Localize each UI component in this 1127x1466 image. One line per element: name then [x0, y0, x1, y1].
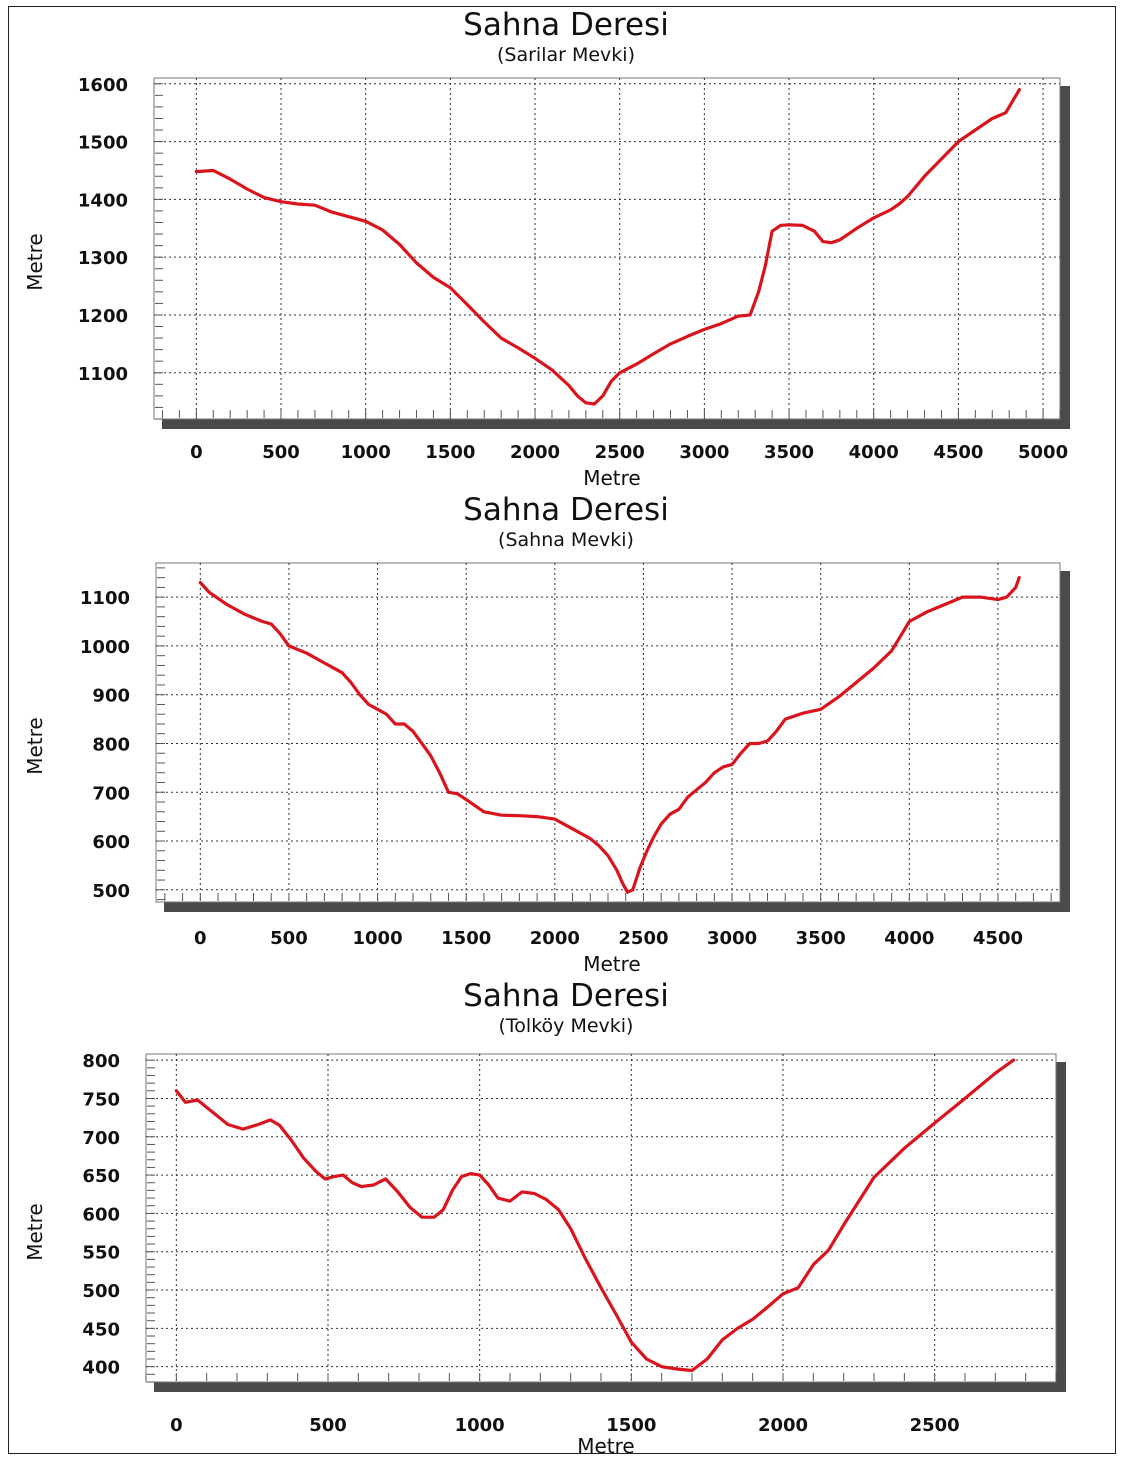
- series-line: [194, 87, 1022, 406]
- y-tick-label: 1100: [80, 588, 130, 609]
- y-axis-label: Metre: [23, 717, 47, 775]
- y-tick-label: 900: [92, 686, 130, 707]
- plot-shadow-right: [1056, 1062, 1066, 1392]
- x-tick-label: 3500: [764, 442, 814, 463]
- chart-panel-2: 0 500 1000 1500 2000 2500 3000 3500 4000 4500 500…: [0, 487, 1127, 976]
- x-tick-label: 1500: [606, 1415, 656, 1436]
- x-tick-label: 2500: [618, 928, 668, 949]
- x-tick-label: 4500: [933, 442, 983, 463]
- y-tick-label: 750: [82, 1089, 120, 1110]
- x-tick-label: 500: [262, 442, 300, 463]
- y-tick-label: 550: [82, 1243, 120, 1264]
- chart-subtitle: (Sahna Mevki): [498, 529, 634, 551]
- x-tick-label: 0: [190, 442, 203, 463]
- y-tick-label: 400: [82, 1358, 120, 1379]
- x-tick-label: 1000: [341, 442, 391, 463]
- y-tick-label: 700: [82, 1128, 120, 1149]
- y-tick-label: 600: [82, 1204, 120, 1225]
- plot-shadow-right: [1060, 571, 1070, 912]
- y-tick-label: 700: [92, 783, 130, 804]
- plot-area: [145, 1053, 1057, 1383]
- x-tick-label: 5000: [1018, 442, 1068, 463]
- y-tick-label: 800: [82, 1051, 120, 1072]
- y-tick-label: 1000: [80, 637, 130, 658]
- x-tick-label: 1000: [455, 1415, 505, 1436]
- y-tick-label: 600: [92, 832, 130, 853]
- y-tick-label: 650: [82, 1166, 120, 1187]
- x-tick-label: 2000: [530, 928, 580, 949]
- chart-panel-1: 0 500 1000 1500 2000 2500 3000 3500 4000 4500 5000…: [0, 0, 1127, 490]
- profile-chart-sahna: 0 500 1000 1500 2000 2500 3000 3500 4000 4500 500…: [23, 492, 1070, 976]
- x-tick-label: 1500: [441, 928, 491, 949]
- profile-chart-tolkoy: 0 500 1000 1500 2000 2500 400 450 500 550 600 650 7…: [23, 978, 1066, 1458]
- x-tick-label: 2000: [758, 1415, 808, 1436]
- x-tick-label: 4000: [884, 928, 934, 949]
- plot-area: [153, 77, 1061, 420]
- x-axis-label: Metre: [583, 952, 641, 974]
- x-axis-label: Metre: [577, 1434, 635, 1458]
- chart-title: Sahna Deresi: [463, 492, 669, 528]
- y-tick-label: 500: [82, 1281, 120, 1302]
- x-tick-label: 2000: [510, 442, 560, 463]
- series-line: [174, 1058, 1016, 1373]
- profile-chart-sarilar: 0 500 1000 1500 2000 2500 3000 3500 4000 4500 5000…: [23, 7, 1070, 490]
- x-tick-label: 1500: [425, 442, 475, 463]
- y-tick-label: 500: [92, 881, 130, 902]
- x-tick-label: 0: [170, 1415, 183, 1436]
- y-tick-label: 1500: [78, 133, 128, 154]
- plot-shadow-right: [1060, 86, 1070, 429]
- x-tick-label: 0: [194, 928, 207, 949]
- y-tick-label: 800: [92, 734, 130, 755]
- x-tick-label: 4000: [849, 442, 899, 463]
- chart-panel-3: 0 500 1000 1500 2000 2500 400 450 500 550 600 650 7…: [0, 974, 1127, 1461]
- chart-subtitle: (Sarilar Mevki): [497, 44, 635, 66]
- x-tick-label: 3000: [679, 442, 729, 463]
- y-tick-label: 1400: [78, 190, 128, 211]
- y-tick-label: 1300: [78, 248, 128, 269]
- x-tick-label: 2500: [595, 442, 645, 463]
- chart-title: Sahna Deresi: [463, 978, 669, 1014]
- x-tick-label: 4500: [973, 928, 1023, 949]
- x-axis-label: Metre: [583, 466, 641, 487]
- y-axis-label: Metre: [23, 233, 47, 291]
- y-tick-label: 1600: [78, 75, 128, 96]
- x-tick-label: 3000: [707, 928, 757, 949]
- figure-frame: [8, 6, 1116, 1454]
- x-tick-label: 1000: [353, 928, 403, 949]
- plot-shadow-bottom: [162, 419, 1070, 429]
- plot-shadow-bottom: [164, 902, 1070, 912]
- chart-title: Sahna Deresi: [463, 7, 669, 43]
- y-tick-label: 450: [82, 1319, 120, 1340]
- y-tick-label: 1100: [78, 364, 128, 385]
- x-tick-label: 500: [270, 928, 308, 949]
- x-tick-label: 500: [309, 1415, 347, 1436]
- series-line: [198, 575, 1021, 894]
- chart-subtitle: (Tolköy Mevki): [499, 1015, 634, 1037]
- x-tick-label: 2500: [910, 1415, 960, 1436]
- y-axis-label: Metre: [23, 1203, 47, 1261]
- x-tick-label: 3500: [796, 928, 846, 949]
- plot-shadow-bottom: [154, 1382, 1066, 1392]
- y-tick-label: 1200: [78, 306, 128, 327]
